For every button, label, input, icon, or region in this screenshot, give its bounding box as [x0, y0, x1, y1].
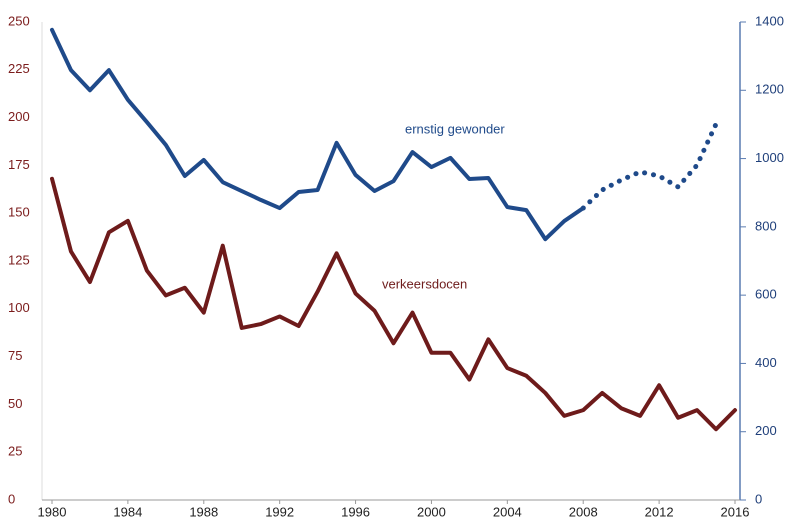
y2-tick-label: 200 — [755, 423, 777, 438]
y-tick-label: 50 — [8, 396, 22, 411]
y2-tick-label: 400 — [755, 355, 777, 370]
y-tick-label: 100 — [8, 300, 30, 315]
y2-tick-label: 1200 — [755, 82, 784, 97]
y2-tick-label: 800 — [755, 218, 777, 233]
x-tick-label: 2004 — [493, 504, 522, 519]
y2-tick-label: 1000 — [755, 150, 784, 165]
series-line — [580, 121, 719, 211]
y2-tick-label: 0 — [755, 491, 762, 506]
x-tick-label: 1992 — [265, 504, 294, 519]
y2-tick-label: 600 — [755, 287, 777, 302]
series-label: verkeersdocen — [382, 276, 467, 291]
x-tick-label: 1984 — [113, 504, 142, 519]
series-label: ernstig gewonder — [405, 121, 505, 136]
x-tick-label: 1980 — [38, 504, 67, 519]
x-tick-label: 1996 — [341, 504, 370, 519]
y-tick-label: 125 — [8, 252, 30, 267]
y-tick-label: 25 — [8, 444, 22, 459]
x-tick-label: 1988 — [189, 504, 218, 519]
y-tick-label: 250 — [8, 13, 30, 28]
y-tick-label: 200 — [8, 109, 30, 124]
series-line — [50, 176, 737, 432]
x-tick-label: 2008 — [569, 504, 598, 519]
y-tick-label: 75 — [8, 348, 22, 363]
x-tick-label: 2012 — [645, 504, 674, 519]
y-tick-label: 225 — [8, 61, 30, 76]
y2-tick-label: 1400 — [755, 13, 784, 28]
x-tick-label: 2016 — [721, 504, 750, 519]
x-tick-label: 2000 — [417, 504, 446, 519]
y-tick-label: 150 — [8, 205, 30, 220]
y-tick-label: 175 — [8, 157, 30, 172]
series-line — [50, 27, 586, 242]
y-tick-label: 0 — [8, 491, 15, 506]
